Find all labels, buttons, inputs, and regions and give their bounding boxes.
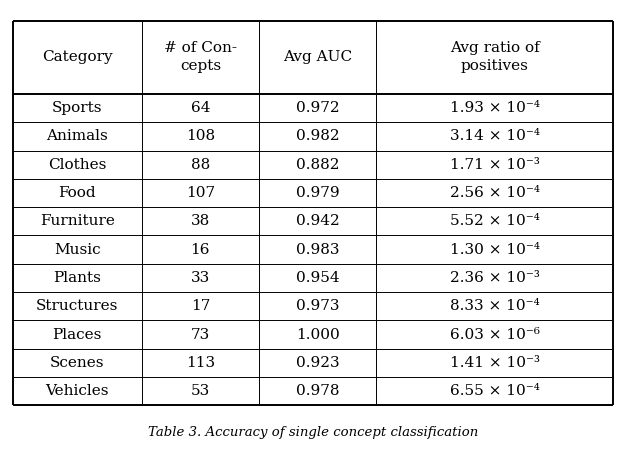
Text: # of Con-
cepts: # of Con- cepts <box>164 41 237 73</box>
Text: 88: 88 <box>191 158 210 172</box>
Text: 0.973: 0.973 <box>295 299 339 313</box>
Text: 0.923: 0.923 <box>295 356 339 370</box>
Text: 5.52 × 10⁻⁴: 5.52 × 10⁻⁴ <box>450 214 540 228</box>
Text: 0.942: 0.942 <box>295 214 339 228</box>
Text: Clothes: Clothes <box>48 158 106 172</box>
Text: 0.972: 0.972 <box>295 101 339 115</box>
Text: Scenes: Scenes <box>50 356 105 370</box>
Text: 0.954: 0.954 <box>295 271 339 285</box>
Text: 53: 53 <box>191 384 210 398</box>
Text: Places: Places <box>53 327 102 342</box>
Text: 73: 73 <box>191 327 210 342</box>
Text: Animals: Animals <box>46 129 108 143</box>
Text: 2.56 × 10⁻⁴: 2.56 × 10⁻⁴ <box>450 186 540 200</box>
Text: 64: 64 <box>190 101 210 115</box>
Text: Plants: Plants <box>53 271 101 285</box>
Text: 16: 16 <box>190 243 210 256</box>
Text: Furniture: Furniture <box>39 214 115 228</box>
Text: Category: Category <box>42 50 113 64</box>
Text: 1.000: 1.000 <box>295 327 339 342</box>
Text: 113: 113 <box>186 356 215 370</box>
Text: 0.978: 0.978 <box>295 384 339 398</box>
Text: Structures: Structures <box>36 299 118 313</box>
Text: 108: 108 <box>186 129 215 143</box>
Text: Music: Music <box>54 243 100 256</box>
Text: 3.14 × 10⁻⁴: 3.14 × 10⁻⁴ <box>450 129 540 143</box>
Text: 1.71 × 10⁻³: 1.71 × 10⁻³ <box>450 158 540 172</box>
Text: 38: 38 <box>191 214 210 228</box>
Text: 0.982: 0.982 <box>295 129 339 143</box>
Text: Sports: Sports <box>52 101 103 115</box>
Text: 1.30 × 10⁻⁴: 1.30 × 10⁻⁴ <box>450 243 540 256</box>
Text: Avg AUC: Avg AUC <box>283 50 352 64</box>
Text: 1.93 × 10⁻⁴: 1.93 × 10⁻⁴ <box>450 101 540 115</box>
Text: Food: Food <box>58 186 96 200</box>
Text: 6.03 × 10⁻⁶: 6.03 × 10⁻⁶ <box>450 327 540 342</box>
Text: Avg ratio of
positives: Avg ratio of positives <box>450 41 540 73</box>
Text: 0.979: 0.979 <box>295 186 339 200</box>
Text: 6.55 × 10⁻⁴: 6.55 × 10⁻⁴ <box>450 384 540 398</box>
Text: Vehicles: Vehicles <box>45 384 109 398</box>
Text: 2.36 × 10⁻³: 2.36 × 10⁻³ <box>450 271 540 285</box>
Text: 33: 33 <box>191 271 210 285</box>
Text: 0.983: 0.983 <box>295 243 339 256</box>
Text: 107: 107 <box>186 186 215 200</box>
Text: 0.882: 0.882 <box>295 158 339 172</box>
Text: Table 3. Accuracy of single concept classification: Table 3. Accuracy of single concept clas… <box>148 426 478 439</box>
Text: 8.33 × 10⁻⁴: 8.33 × 10⁻⁴ <box>450 299 540 313</box>
Text: 17: 17 <box>191 299 210 313</box>
Text: 1.41 × 10⁻³: 1.41 × 10⁻³ <box>450 356 540 370</box>
